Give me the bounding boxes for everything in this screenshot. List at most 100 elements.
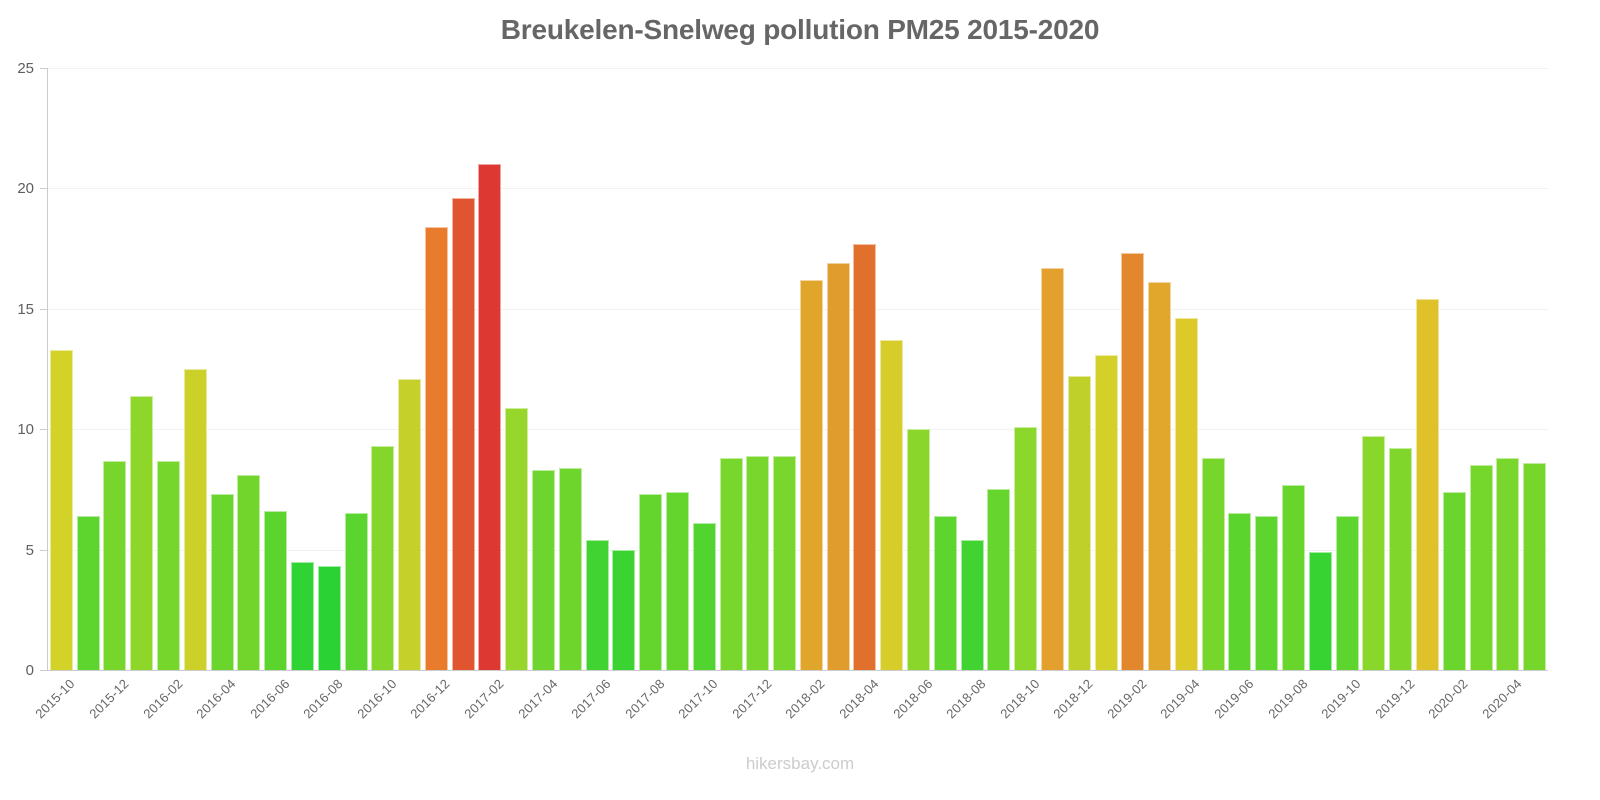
bar[interactable] xyxy=(1469,465,1493,670)
bar[interactable] xyxy=(532,470,556,670)
bar-fill xyxy=(371,446,395,670)
bar[interactable] xyxy=(1442,491,1466,670)
bar[interactable] xyxy=(1282,484,1306,670)
bar[interactable] xyxy=(210,494,234,670)
bar-fill xyxy=(1442,491,1466,670)
bar[interactable] xyxy=(1014,426,1038,670)
bar[interactable] xyxy=(1201,458,1225,670)
x-tick-label: 2019-10 xyxy=(1318,676,1364,722)
y-tick: 25 xyxy=(0,61,1600,76)
bar[interactable] xyxy=(987,489,1011,670)
bar[interactable] xyxy=(1067,376,1091,670)
bar[interactable] xyxy=(826,263,850,670)
bar[interactable] xyxy=(344,513,368,670)
x-tick-label: 2015-10 xyxy=(32,676,78,722)
bar[interactable] xyxy=(505,407,529,670)
bar[interactable] xyxy=(49,349,73,670)
bar[interactable] xyxy=(1228,513,1252,670)
bar[interactable] xyxy=(1415,299,1439,670)
y-tick-label: 15 xyxy=(17,300,34,318)
bar[interactable] xyxy=(183,369,207,670)
y-tick-mark xyxy=(40,429,48,431)
bar[interactable] xyxy=(157,460,181,670)
bar[interactable] xyxy=(746,455,770,670)
bar[interactable] xyxy=(585,539,609,670)
bar[interactable] xyxy=(880,340,904,670)
y-tick: 10 xyxy=(0,422,1600,437)
bar-fill xyxy=(344,513,368,670)
bar[interactable] xyxy=(237,474,261,670)
bar-fill xyxy=(665,491,689,670)
bar[interactable] xyxy=(424,226,448,670)
bar-fill xyxy=(264,511,288,670)
bar[interactable] xyxy=(558,467,582,670)
bar-fill xyxy=(692,523,716,670)
bar-fill xyxy=(424,226,448,670)
bar[interactable] xyxy=(103,460,127,670)
bar-fill xyxy=(1201,458,1225,670)
bar-fill xyxy=(398,378,422,670)
bar[interactable] xyxy=(1389,448,1413,670)
bar-fill xyxy=(103,460,127,670)
bar[interactable] xyxy=(1121,253,1145,670)
bar[interactable] xyxy=(773,455,797,670)
y-tick: 15 xyxy=(0,302,1600,317)
bar-fill xyxy=(210,494,234,670)
bar[interactable] xyxy=(665,491,689,670)
y-tick-mark xyxy=(40,68,48,69)
bar-fill xyxy=(907,429,931,670)
bar-fill xyxy=(478,164,502,670)
bar[interactable] xyxy=(1308,552,1332,670)
bar-fill xyxy=(130,395,154,670)
bar[interactable] xyxy=(1148,282,1172,670)
bar[interactable] xyxy=(1255,515,1279,670)
bar-fill xyxy=(1228,513,1252,670)
bar[interactable] xyxy=(639,494,663,670)
bar[interactable] xyxy=(1040,267,1064,670)
bar[interactable] xyxy=(907,429,931,670)
bar[interactable] xyxy=(1174,318,1198,670)
y-tick-label: 25 xyxy=(17,60,34,77)
bar[interactable] xyxy=(264,511,288,670)
bar[interactable] xyxy=(130,395,154,670)
y-tick-label: 5 xyxy=(25,541,34,559)
y-tick-label: 0 xyxy=(25,662,34,679)
x-tick-label: 2019-04 xyxy=(1157,676,1203,722)
bar[interactable] xyxy=(317,566,341,670)
bar[interactable] xyxy=(960,539,984,670)
bar[interactable] xyxy=(1496,458,1520,670)
bar-fill xyxy=(183,369,207,670)
bar[interactable] xyxy=(719,458,743,670)
bar[interactable] xyxy=(612,549,636,670)
x-tick-label: 2016-06 xyxy=(246,676,293,722)
x-tick-label: 2017-04 xyxy=(514,676,561,722)
bar[interactable] xyxy=(1523,462,1547,670)
bar-fill xyxy=(1523,462,1547,670)
bar[interactable] xyxy=(371,446,395,670)
gridline xyxy=(48,429,1548,431)
bar[interactable] xyxy=(76,515,100,670)
bar-fill xyxy=(880,340,904,670)
bar[interactable] xyxy=(1094,354,1118,670)
source-watermark: hikersbay.com xyxy=(745,754,855,773)
x-tick-label: 2017-12 xyxy=(729,676,775,722)
x-tick-label: 2016-08 xyxy=(300,676,346,722)
y-tick: 5 xyxy=(0,543,1600,558)
bar[interactable] xyxy=(478,164,502,670)
bar-fill xyxy=(1040,267,1064,670)
bar[interactable] xyxy=(799,279,823,670)
bar-fill xyxy=(558,467,582,670)
bar[interactable] xyxy=(1362,436,1386,670)
x-tick-label: 2019-02 xyxy=(1104,676,1150,722)
bar[interactable] xyxy=(692,523,716,670)
bar[interactable] xyxy=(1335,515,1359,670)
bar[interactable] xyxy=(451,198,475,670)
bar[interactable] xyxy=(290,561,314,670)
bar-fill xyxy=(826,263,850,670)
bar[interactable] xyxy=(933,515,957,670)
y-tick: 0 xyxy=(0,663,1600,678)
bar[interactable] xyxy=(398,378,422,670)
bar-fill xyxy=(960,539,984,670)
bar[interactable] xyxy=(853,243,877,670)
